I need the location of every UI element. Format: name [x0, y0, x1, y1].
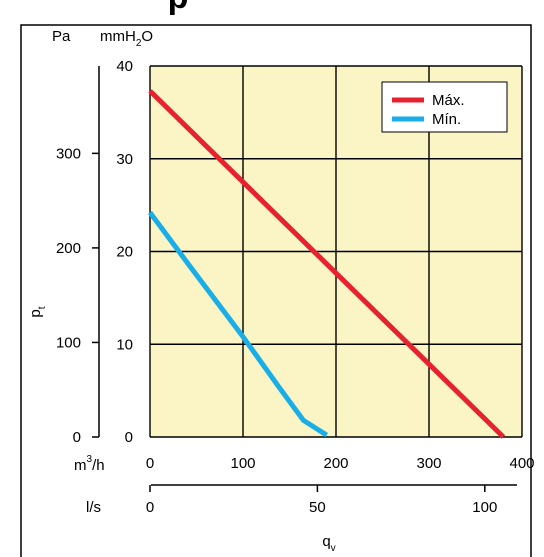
- header-fragment: p: [168, 0, 189, 16]
- pa-tick-label: 0: [73, 429, 81, 446]
- pa-axis-unit: Pa: [52, 28, 71, 45]
- y-axis-title: pt: [27, 306, 48, 317]
- pa-axis-ticks: 0 100 200 300: [56, 145, 99, 446]
- m3h-unit-tail: /h: [92, 457, 105, 474]
- m3h-tick-label: 0: [146, 455, 154, 472]
- m3h-tick-label: 400: [509, 455, 534, 472]
- x-axis-title-sub: v: [331, 543, 336, 554]
- legend-label-max: Máx.: [432, 92, 465, 109]
- pa-tick-label: 100: [56, 334, 81, 351]
- x-axis-title-main: q: [322, 533, 330, 550]
- series-line-max: [148, 89, 506, 439]
- m3h-tick-label: 200: [323, 455, 348, 472]
- pa-tick-label: 200: [56, 240, 81, 257]
- y-axis-title-sub: t: [37, 306, 48, 309]
- legend-box: [381, 81, 508, 133]
- legend: Máx. Mín.: [381, 81, 508, 133]
- mmh2o-tick-label: 30: [116, 151, 133, 168]
- y-axis-title-main: p: [27, 309, 44, 317]
- mmh2o-tick-label: 10: [116, 336, 133, 353]
- mmh2o-unit-sub: 2: [136, 38, 142, 49]
- m3h-axis-unit: m3/h: [74, 454, 105, 474]
- figure-frame: [20, 24, 532, 557]
- legend-label-min: Mín.: [432, 111, 461, 128]
- series-lines: [147, 89, 506, 439]
- m3h-tick-label: 100: [230, 455, 255, 472]
- ls-tick-label: 50: [309, 499, 326, 516]
- mmh2o-axis-ticks: 0 10 20 30 40: [116, 58, 133, 446]
- m3h-unit-sup: 3: [87, 454, 93, 465]
- m3h-axis-ticks: 0 100 200 300 400: [146, 455, 535, 472]
- m3h-tick-label: 300: [416, 455, 441, 472]
- mmh2o-tick-label: 0: [125, 429, 133, 446]
- series-line-min: [147, 211, 329, 438]
- ls-tick-label: 0: [146, 499, 154, 516]
- m3h-unit-main: m: [74, 457, 87, 474]
- mmh2o-tick-label: 20: [116, 244, 133, 261]
- ls-axis-unit: l/s: [86, 499, 101, 516]
- mmh2o-unit-tail: O: [141, 28, 153, 45]
- ls-axis-ticks: 0 50 100: [146, 485, 497, 516]
- pa-tick-label: 300: [56, 145, 81, 162]
- mmh2o-tick-label: 40: [116, 58, 133, 75]
- ls-tick-label: 100: [472, 499, 497, 516]
- mmh2o-axis-unit: mmH2O: [100, 28, 153, 49]
- mmh2o-unit-main: mmH: [100, 28, 136, 45]
- x-axis-title: qv: [322, 533, 335, 554]
- grid-lines: [149, 65, 523, 438]
